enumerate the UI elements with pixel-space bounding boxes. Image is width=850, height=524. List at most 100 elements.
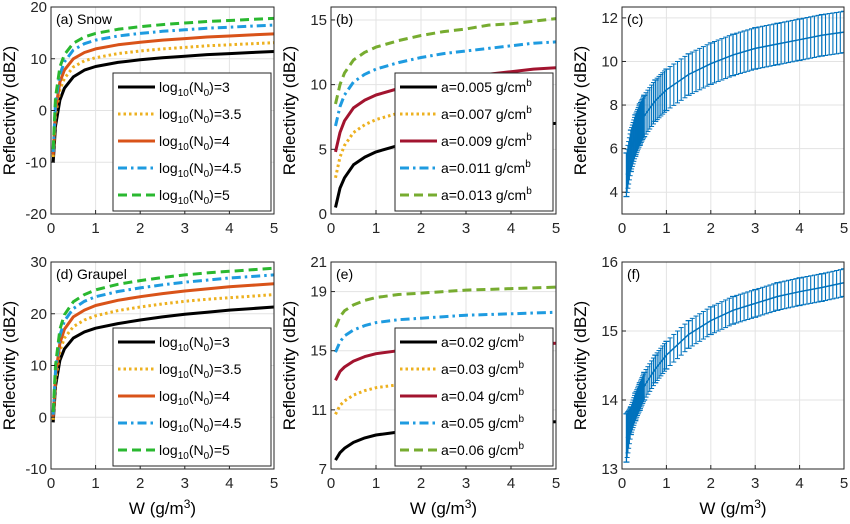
error-bar [778, 281, 784, 310]
error-bar [685, 53, 692, 96]
legend-item: a=0.05 g/cmb [400, 414, 524, 431]
x-tick-label: 4 [225, 475, 233, 492]
y-tick-label: 20 [30, 306, 47, 323]
x-tick-label: 3 [462, 220, 470, 237]
error-bar [841, 10, 844, 54]
error-bar [662, 343, 668, 372]
error-bar [723, 36, 729, 80]
error-bar [826, 13, 832, 56]
error-bar [693, 49, 699, 93]
legend-item: log10(N0)=5 [118, 442, 230, 462]
error-bar [640, 373, 646, 403]
x-tick-label: 1 [91, 475, 99, 492]
error-bar [771, 283, 777, 312]
series-line-4 [51, 273, 274, 415]
error-bar [631, 397, 637, 426]
x-tick-label: 3 [181, 475, 189, 492]
legend-label: a=0.013 g/cmb [441, 186, 532, 203]
error-bar [823, 272, 828, 302]
y-tick-label: 12 [601, 10, 618, 27]
y-tick-label: 10 [30, 51, 47, 68]
error-bar [760, 25, 766, 69]
error-bar [830, 270, 836, 300]
legend: log10(N0)=3 log10(N0)=3.5 log10(N0)=4 log10… [112, 72, 272, 212]
error-bar [675, 330, 680, 360]
y-tick-label: 5 [319, 141, 327, 158]
x-tick-label: 4 [507, 475, 515, 492]
y-tick-label: 0 [39, 409, 47, 426]
error-bar [756, 287, 762, 317]
y-tick-label: 14 [601, 392, 618, 409]
error-bar [640, 375, 646, 404]
y-tick-label: 6 [610, 141, 618, 158]
ticks: 0 1 2 3 4 5 0 5 10 15 [310, 12, 560, 237]
x-tick-label: 4 [225, 220, 233, 237]
error-bar [685, 319, 692, 349]
error-bar [745, 291, 751, 320]
error-bar [778, 22, 784, 65]
error-bar [723, 299, 729, 329]
error-bar [774, 282, 781, 311]
error-bar [650, 357, 656, 387]
error-bar [719, 301, 725, 330]
legend-label: a=0.011 g/cmb [441, 159, 531, 176]
y-tick-label: 7 [319, 461, 327, 478]
error-bar [675, 60, 680, 104]
error-bar [734, 32, 740, 76]
error-bar [745, 29, 751, 72]
x-tick-label: 0 [47, 475, 55, 492]
y-tick-label: 10 [310, 77, 327, 94]
error-bar [811, 15, 817, 58]
error-bar [682, 323, 688, 353]
error-bar [786, 20, 791, 64]
error-bar [815, 273, 821, 303]
panel-f: 0 1 2 3 4 5 13 14 15 16 Reflectivity (dBZ) W (g/m3)… [571, 254, 848, 518]
x-tick-label: 2 [707, 220, 715, 237]
legend-label: log10(N0)=3.5 [159, 106, 242, 126]
y-tick-label: 30 [30, 254, 47, 271]
x-tick-label: 3 [751, 220, 759, 237]
error-bar [635, 107, 641, 150]
y-axis-label: Reflectivity (dBZ) [571, 46, 590, 175]
x-tick-label: 4 [507, 220, 515, 237]
series-line-4 [334, 40, 556, 127]
series-line-4 [334, 310, 556, 353]
error-bar [635, 385, 641, 415]
error-bar [707, 42, 714, 86]
y-tick-label: 16 [601, 254, 618, 271]
error-bar [834, 270, 840, 299]
error-bar [837, 269, 843, 298]
error-bar [726, 35, 732, 78]
legend-label: log10(N0)=3 [159, 334, 230, 354]
error-bar [752, 288, 759, 318]
series-line-2 [51, 293, 274, 420]
error-bar [678, 327, 684, 356]
series-line-5 [51, 266, 274, 413]
error-bar [697, 313, 703, 342]
legend: a=0.005 g/cmb a=0.007 g/cmb a=0.009 g/cmb a… [394, 72, 554, 212]
y-tick-label: 20 [30, 0, 47, 16]
error-bar [734, 294, 740, 324]
error-bar [823, 13, 828, 56]
y-tick-label: 13 [601, 461, 618, 478]
legend-item: log10(N0)=3.5 [118, 106, 242, 126]
legend-item: a=0.009 g/cmb [400, 132, 532, 149]
error-bar [650, 82, 656, 125]
legend-label: log10(N0)=3.5 [159, 361, 242, 381]
error-bar [726, 297, 732, 327]
x-tick-label: 2 [417, 220, 425, 237]
error-bar [749, 290, 754, 319]
legend-item: log10(N0)=3 [118, 334, 230, 354]
error-bar [671, 63, 677, 106]
error-bar [712, 41, 717, 84]
error-bar [796, 18, 803, 62]
error-bar [741, 292, 747, 322]
x-tick-label: 1 [372, 220, 380, 237]
data-layer [623, 268, 844, 463]
error-bar [793, 19, 799, 62]
legend-item: a=0.02 g/cmb [400, 333, 524, 350]
error-bar [704, 44, 710, 87]
